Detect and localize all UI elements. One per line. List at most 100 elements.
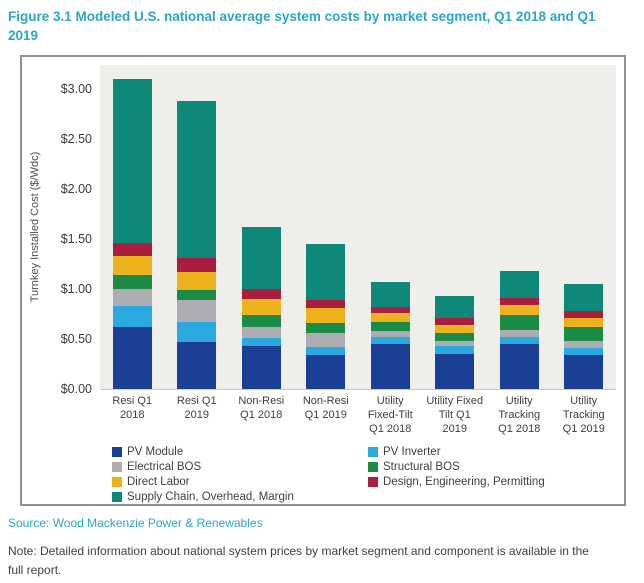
note-text: Note: Detailed information about nationa… [8, 543, 589, 577]
bar-segment-structural-bos [499, 314, 539, 330]
figure-title: Figure 3.1 Modeled U.S. national average… [8, 9, 596, 43]
bar-segment-supply-chain-overhead-margin [564, 283, 604, 311]
stacked-bar-non-resi-q1-2018 [241, 226, 281, 389]
y-axis-tick-label: $3.00 [60, 81, 92, 96]
bar-slot-utility-tracking-q1-2018 [487, 65, 552, 389]
bar-segment-electrical-bos [499, 329, 539, 337]
bar-segment-design-engineering-permitting [564, 310, 604, 318]
bar-segment-design-engineering-permitting [177, 257, 217, 272]
bar-segment-pv-module [564, 354, 604, 389]
bar-segment-structural-bos [435, 332, 475, 341]
bar-segment-pv-module [435, 353, 475, 389]
y-axis-tick-label: $1.50 [60, 231, 92, 246]
bar-segment-supply-chain-overhead-margin [112, 78, 152, 243]
bar-segment-direct-labor [564, 317, 604, 327]
x-axis-label-non-resi-q1-2019: Non-Resi Q1 2019 [302, 394, 349, 422]
bar-segment-electrical-bos [241, 326, 281, 338]
x-axis-label-utility-tracking-q1-2019: Utility Tracking Q1 2019 [562, 394, 605, 436]
bar-segment-direct-labor [241, 298, 281, 315]
bar-slot-utility-fixed-tilt-q1-2019 [423, 65, 488, 389]
legend-item-design-engineering-permitting: Design, Engineering, Permitting [368, 476, 614, 488]
y-axis-tick-label: $2.50 [60, 131, 92, 146]
plot-area [100, 64, 617, 390]
stacked-bar-resi-q1-2018 [112, 78, 152, 389]
y-axis-tick-label: $1.00 [60, 281, 92, 296]
bar-segment-pv-inverter [112, 305, 152, 327]
bar-segment-structural-bos [177, 289, 217, 300]
legend-label-electrical-bos: Electrical BOS [127, 460, 202, 473]
bar-segment-design-engineering-permitting [370, 306, 410, 313]
bar-segment-electrical-bos [306, 332, 346, 347]
bar-segment-pv-inverter [435, 345, 475, 354]
bar-segment-pv-inverter [499, 336, 539, 344]
bar-segment-direct-labor [370, 312, 410, 322]
legend-item-electrical-bos: Electrical BOS [112, 461, 364, 473]
legend-item-structural-bos: Structural BOS [368, 461, 614, 473]
stacked-bar-utility-tracking-q1-2018 [499, 270, 539, 389]
x-axis-label-resi-q1-2018: Resi Q1 2018 [112, 394, 153, 422]
bar-segment-design-engineering-permitting [306, 299, 346, 308]
bar-segment-structural-bos [306, 322, 346, 333]
x-axis-label-utility-tracking-q1-2018: Utility Tracking Q1 2018 [498, 394, 541, 436]
source-text: Source: Wood Mackenzie Power & Renewable… [8, 515, 263, 530]
bar-segment-pv-module [370, 343, 410, 389]
stacked-bar-non-resi-q1-2019 [306, 243, 346, 389]
legend-item-direct-labor: Direct Labor [112, 476, 364, 488]
bar-segment-electrical-bos [370, 330, 410, 337]
legend-swatch-direct-labor [112, 476, 122, 487]
bar-segment-electrical-bos [564, 340, 604, 348]
x-axis-label-non-resi-q1-2018: Non-Resi Q1 2018 [238, 394, 285, 422]
legend-item-pv-inverter: PV Inverter [368, 446, 614, 458]
bar-segment-electrical-bos [177, 299, 217, 322]
x-axis-label-resi-q1-2019: Resi Q1 2019 [176, 394, 217, 422]
stacked-bar-utility-tracking-q1-2019 [564, 283, 604, 389]
legend-label-design-engineering-permitting: Design, Engineering, Permitting [383, 475, 545, 488]
bar-segment-supply-chain-overhead-margin [177, 100, 217, 258]
x-axis-labels: Resi Q1 2018 Resi Q1 2019 Non-Resi Q1 2018… [100, 394, 616, 437]
y-axis-title-column: Turnkey Installed Cost ($/Wdc) [22, 65, 48, 389]
legend-label-direct-labor: Direct Labor [127, 475, 190, 488]
y-axis-title: Turnkey Installed Cost ($/Wdc) [29, 151, 41, 303]
legend-swatch-supply-chain-overhead-margin [112, 491, 122, 502]
bar-slot-non-resi-q1-2019 [294, 65, 359, 389]
bar-segment-design-engineering-permitting [499, 297, 539, 305]
legend-swatch-electrical-bos [112, 461, 122, 472]
stacked-bar-utility-fixed-tilt-q1-2019 [435, 295, 475, 389]
legend-label-pv-module: PV Module [127, 445, 184, 458]
bar-segment-supply-chain-overhead-margin [241, 226, 281, 289]
bar-segment-supply-chain-overhead-margin [370, 281, 410, 307]
y-axis-tick-label: $0.00 [60, 381, 92, 396]
bar-segment-pv-inverter [370, 336, 410, 344]
bar-slot-utility-tracking-q1-2019 [552, 65, 617, 389]
bar-segment-electrical-bos [112, 288, 152, 306]
bar-segment-direct-labor [499, 304, 539, 315]
chart-row: Turnkey Installed Cost ($/Wdc) $0.00 $0.5… [22, 57, 624, 396]
legend-label-pv-inverter: PV Inverter [383, 445, 441, 458]
legend-label-supply-chain-overhead-margin: Supply Chain, Overhead, Margin [127, 490, 294, 503]
y-axis-ticks: $0.00 $0.50 $1.00 $1.50 $2.00 $2.50 $3.00 [48, 65, 100, 396]
bar-segment-supply-chain-overhead-margin [435, 295, 475, 318]
legend-swatch-pv-inverter [368, 446, 378, 457]
bar-segment-direct-labor [177, 271, 217, 290]
bar-slot-resi-q1-2018 [100, 65, 165, 389]
bar-slot-utility-fixed-tilt-q1-2018 [358, 65, 423, 389]
chart-frame: Turnkey Installed Cost ($/Wdc) $0.00 $0.5… [20, 54, 626, 506]
legend: PV Module PV Inverter Electrical BOS Struct… [112, 446, 614, 503]
bar-segment-pv-inverter [241, 337, 281, 346]
y-axis-tick-label: $0.50 [60, 331, 92, 346]
bar-segment-pv-module [177, 341, 217, 389]
legend-label-structural-bos: Structural BOS [383, 460, 460, 473]
stacked-bar-utility-fixed-tilt-q1-2018 [370, 281, 410, 389]
bar-segment-pv-module [499, 343, 539, 389]
bar-segment-pv-inverter [306, 346, 346, 355]
legend-item-supply-chain-overhead-margin: Supply Chain, Overhead, Margin [112, 491, 364, 503]
bar-segment-pv-module [241, 345, 281, 389]
bar-segment-design-engineering-permitting [435, 317, 475, 325]
y-axis-tick-label: $2.00 [60, 181, 92, 196]
x-axis-label-utility-fixed-tilt-q1-2019: Utility Fixed Tilt Q1 2019 [426, 394, 484, 436]
bar-segment-pv-module [112, 326, 152, 389]
x-axis-label-utility-fixed-tilt-q1-2018: Utility Fixed-Tilt Q1 2018 [367, 394, 413, 436]
bar-segment-supply-chain-overhead-margin [499, 270, 539, 298]
bar-segment-structural-bos [564, 326, 604, 341]
bar-segment-pv-inverter [564, 347, 604, 355]
